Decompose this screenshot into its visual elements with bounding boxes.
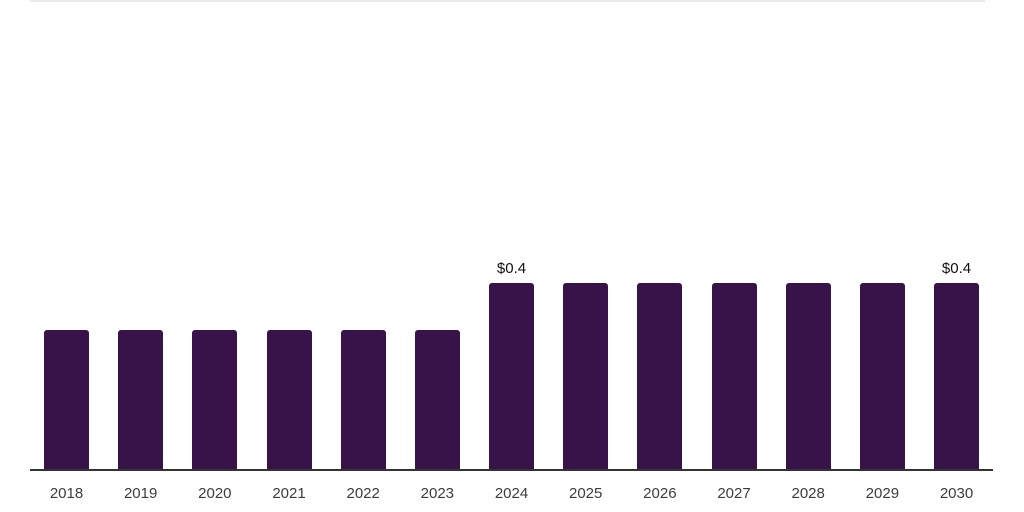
x-tick-2019: 2019 xyxy=(123,485,158,502)
x-axis-line xyxy=(30,469,993,471)
bar-2019 xyxy=(118,330,164,470)
x-tick-2028: 2028 xyxy=(791,485,825,502)
bar-2020 xyxy=(192,330,238,470)
bar-2029 xyxy=(859,283,905,470)
bar-2022 xyxy=(340,330,386,470)
bar-2021 xyxy=(266,330,312,470)
bar-2028 xyxy=(785,283,831,470)
bar-2030 xyxy=(934,283,980,470)
bar-2023 xyxy=(414,330,460,470)
bar-2026 xyxy=(637,283,683,470)
bar-2027 xyxy=(711,283,757,470)
x-tick-2021: 2021 xyxy=(272,485,306,502)
x-tick-2030: 2030 xyxy=(939,485,974,502)
bar-2025 xyxy=(563,283,609,470)
x-tick-2029: 2029 xyxy=(865,485,900,502)
x-tick-2023: 2023 xyxy=(420,485,455,502)
bar-2024 xyxy=(489,283,535,470)
top-border-rule xyxy=(30,0,985,2)
data-label-2030: $0.4 xyxy=(941,260,972,277)
x-tick-2018: 2018 xyxy=(49,485,84,502)
x-tick-2025: 2025 xyxy=(569,485,603,502)
x-tick-2024: 2024 xyxy=(494,485,529,502)
x-tick-2026: 2026 xyxy=(643,485,677,502)
x-tick-2022: 2022 xyxy=(346,485,380,502)
bar-2018 xyxy=(44,330,89,470)
x-tick-2027: 2027 xyxy=(717,485,751,502)
x-tick-2020: 2020 xyxy=(198,485,232,502)
data-label-2024: $0.4 xyxy=(496,260,527,277)
